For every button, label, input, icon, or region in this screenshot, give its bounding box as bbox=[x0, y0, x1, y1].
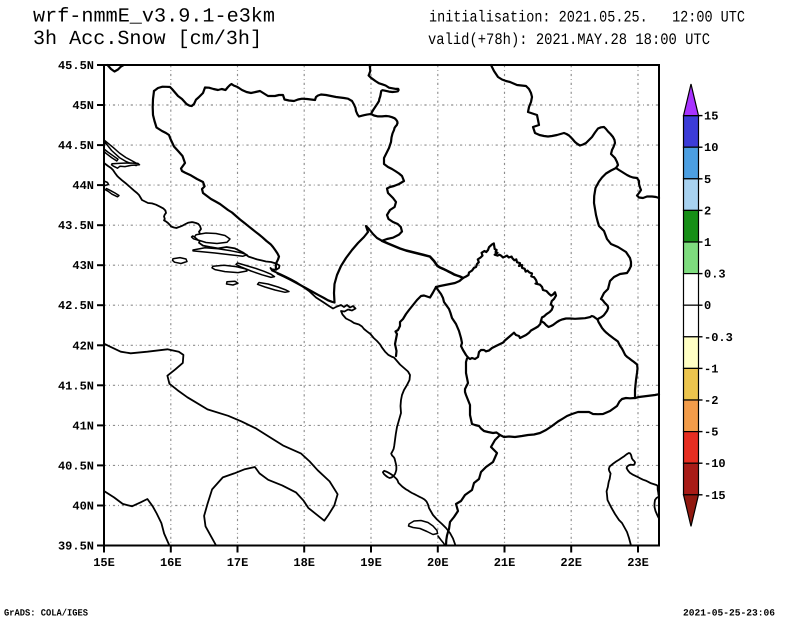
svg-text:2021-05-25-23:06: 2021-05-25-23:06 bbox=[683, 608, 775, 619]
svg-text:45.5N: 45.5N bbox=[58, 59, 94, 73]
svg-text:valid(+78h): 2021.MAY.28 18:00: valid(+78h): 2021.MAY.28 18:00 UTC bbox=[428, 31, 710, 49]
svg-text:42.5N: 42.5N bbox=[58, 299, 94, 313]
svg-text:22E: 22E bbox=[560, 556, 582, 570]
svg-text:1: 1 bbox=[704, 236, 711, 250]
svg-text:42N: 42N bbox=[72, 339, 94, 353]
svg-text:0: 0 bbox=[704, 299, 711, 313]
svg-text:10: 10 bbox=[704, 141, 718, 155]
svg-text:41.5N: 41.5N bbox=[58, 379, 94, 393]
svg-text:3h Acc.Snow [cm/3h]: 3h Acc.Snow [cm/3h] bbox=[33, 28, 262, 51]
svg-text:40N: 40N bbox=[72, 500, 94, 514]
svg-text:-2: -2 bbox=[704, 394, 718, 408]
svg-text:16E: 16E bbox=[160, 556, 182, 570]
svg-text:19E: 19E bbox=[360, 556, 382, 570]
svg-text:15E: 15E bbox=[93, 556, 115, 570]
svg-text:wrf-nmmE_v3.9.1-e3km: wrf-nmmE_v3.9.1-e3km bbox=[33, 6, 275, 29]
svg-text:41N: 41N bbox=[72, 419, 94, 433]
svg-text:15: 15 bbox=[704, 110, 718, 124]
svg-text:23E: 23E bbox=[627, 556, 649, 570]
svg-text:43N: 43N bbox=[72, 259, 94, 273]
svg-text:20E: 20E bbox=[427, 556, 449, 570]
svg-text:18E: 18E bbox=[293, 556, 315, 570]
svg-text:44.5N: 44.5N bbox=[58, 139, 94, 153]
svg-text:44N: 44N bbox=[72, 179, 94, 193]
svg-text:-0.3: -0.3 bbox=[704, 331, 733, 345]
svg-text:43.5N: 43.5N bbox=[58, 219, 94, 233]
svg-text:17E: 17E bbox=[227, 556, 249, 570]
svg-text:45N: 45N bbox=[72, 99, 94, 113]
svg-text:initialisation: 2021.05.25.: initialisation: 2021.05.25. 12:00 UTC bbox=[429, 9, 745, 27]
svg-text:-5: -5 bbox=[704, 426, 718, 440]
svg-text:0.3: 0.3 bbox=[704, 268, 726, 282]
svg-text:-15: -15 bbox=[704, 489, 726, 503]
svg-text:21E: 21E bbox=[494, 556, 516, 570]
svg-text:GrADS: COLA/IGES: GrADS: COLA/IGES bbox=[4, 608, 88, 619]
svg-text:40.5N: 40.5N bbox=[58, 459, 94, 473]
svg-text:5: 5 bbox=[704, 173, 711, 187]
svg-text:39.5N: 39.5N bbox=[58, 540, 94, 554]
svg-text:-10: -10 bbox=[704, 457, 726, 471]
svg-text:-1: -1 bbox=[704, 362, 718, 376]
svg-text:2: 2 bbox=[704, 204, 711, 218]
